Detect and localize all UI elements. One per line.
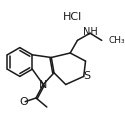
Text: S: S <box>83 71 90 81</box>
Text: NH: NH <box>83 27 97 37</box>
Text: O: O <box>19 97 28 107</box>
Text: HCl: HCl <box>62 12 82 22</box>
Text: CH₃: CH₃ <box>108 36 125 45</box>
Text: N: N <box>39 79 47 90</box>
